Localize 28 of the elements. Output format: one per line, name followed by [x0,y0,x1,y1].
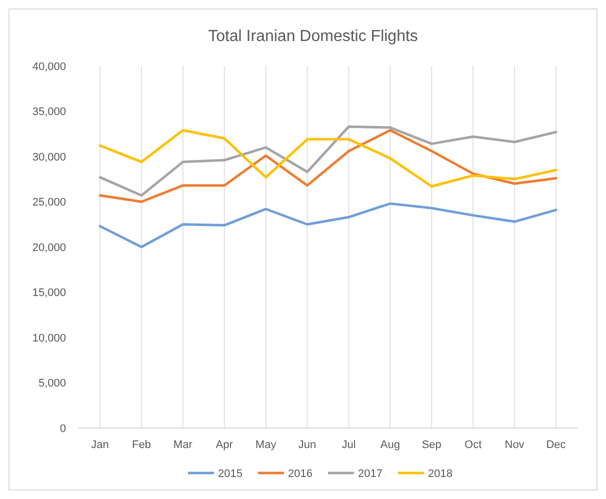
chart-title: Total Iranian Domestic Flights [208,28,418,45]
y-tick-label: 30,000 [32,151,66,164]
line-series [98,129,558,188]
legend-label: 2015 [218,468,242,480]
x-tick-label: Feb [132,439,151,451]
x-tick-label: Jan [91,439,109,451]
line-series [98,202,558,248]
x-tick-label: Jun [298,439,316,451]
y-tick-label: 0 [60,422,66,435]
legend-label: 2017 [358,468,382,480]
x-tick-label: Apr [216,439,234,451]
y-tick-label: 25,000 [32,196,66,209]
x-tick-label: Dec [546,439,566,451]
x-tick-label: Sep [422,439,442,451]
x-tick-label: May [255,439,277,451]
y-tick-label: 15,000 [32,287,66,300]
x-tick-label: Mar [173,439,193,451]
x-tick-label: Oct [464,439,482,451]
y-tick-label: 40,000 [32,60,66,73]
x-tick-label: Aug [380,439,400,451]
legend-label: 2018 [428,468,452,480]
x-tick-label: Jul [342,439,356,451]
y-tick-label: 20,000 [32,242,66,254]
y-tick-label: 35,000 [32,106,66,118]
y-tick-label: 10,000 [32,332,66,344]
legend-label: 2016 [288,468,312,480]
y-tick-label: 5,000 [38,378,66,390]
x-tick-label: Nov [504,439,525,451]
